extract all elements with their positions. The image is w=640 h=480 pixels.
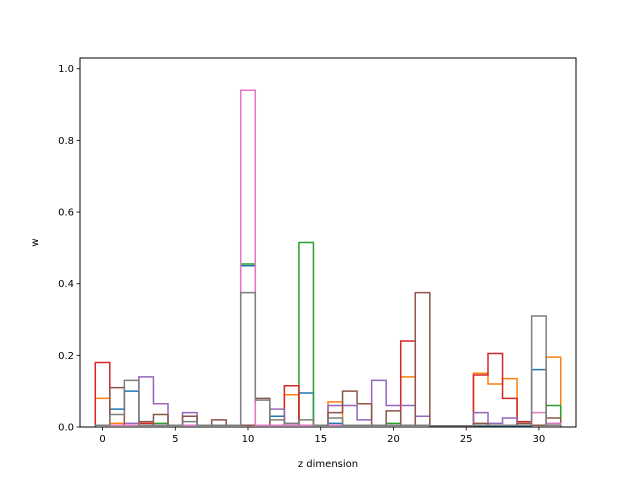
- x-axis-label: z dimension: [298, 459, 358, 470]
- series-layer: [94, 89, 562, 427]
- x-tick-label: 5: [172, 434, 178, 445]
- x-axis-ticks: 0 5 10 15 20 25 30: [99, 427, 545, 445]
- axes-frame: [79, 57, 577, 428]
- x-tick-label: 0: [99, 434, 105, 445]
- y-tick-label: 0.6: [58, 208, 74, 219]
- x-tick-label: 30: [533, 434, 546, 445]
- x-tick-label: 20: [387, 434, 400, 445]
- series-5-step-line: [94, 376, 562, 427]
- y-tick-label: 0.0: [58, 423, 74, 434]
- x-tick-label: 25: [460, 434, 473, 445]
- x-tick-label: 10: [242, 434, 255, 445]
- y-tick-label: 0.8: [58, 136, 74, 147]
- y-tick-label: 0.4: [58, 279, 74, 290]
- y-axis-label: w: [30, 238, 41, 246]
- y-tick-label: 1.0: [58, 64, 74, 75]
- series-8-step-line: [94, 291, 562, 427]
- y-axis-ticks: 0.0 0.2 0.4 0.6 0.8 1.0: [58, 64, 80, 434]
- y-tick-label: 0.2: [58, 351, 74, 362]
- series-6-step-line: [94, 291, 562, 427]
- x-tick-label: 15: [314, 434, 327, 445]
